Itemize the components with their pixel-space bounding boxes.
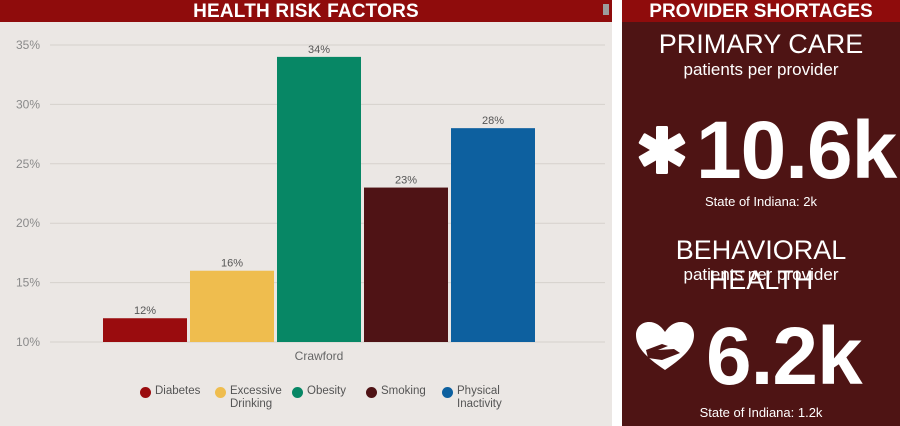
- health-risk-panel: HEALTH RISK FACTORS 10% 15% 20% 25% 30% 35% 12…: [0, 0, 612, 426]
- y-tick-label: 25%: [16, 157, 40, 171]
- legend-item[interactable]: Smoking: [366, 385, 451, 398]
- primary-care-state-note: State of Indiana: 2k: [704, 194, 818, 209]
- hand-heart-icon: [634, 320, 696, 372]
- bar-smoking[interactable]: [364, 187, 448, 342]
- behavioral-health-state-note: State of Indiana: 1.2k: [699, 405, 823, 420]
- bar-value-label: 23%: [395, 175, 417, 187]
- y-tick-label: 20%: [16, 216, 40, 230]
- legend-swatch: [140, 387, 151, 398]
- legend-label: Obesity: [307, 385, 346, 397]
- legend-item[interactable]: Excessive Drinking: [215, 385, 300, 411]
- legend-label: Physical Inactivity: [457, 385, 502, 410]
- bar-excessive-drinking[interactable]: [190, 270, 274, 342]
- bar-diabetes[interactable]: [103, 318, 187, 342]
- primary-care-value: 10.6k: [696, 105, 897, 196]
- x-category-label: Crawford: [295, 349, 344, 363]
- y-tick-label: 10%: [16, 335, 40, 349]
- legend-item[interactable]: Physical Inactivity: [442, 385, 527, 411]
- bar-obesity[interactable]: [277, 56, 361, 342]
- panel-gap: [612, 0, 622, 426]
- behavioral-health-value: 6.2k: [706, 311, 863, 402]
- y-tick-label: 35%: [16, 38, 40, 52]
- legend-swatch: [215, 387, 226, 398]
- legend-item[interactable]: Obesity: [292, 385, 377, 398]
- y-tick-label: 30%: [16, 97, 40, 111]
- behavioral-health-subtitle: patients per provider: [683, 265, 839, 284]
- y-tick-label: 15%: [16, 276, 40, 290]
- legend-swatch: [366, 387, 377, 398]
- primary-care-title: PRIMARY CARE: [658, 29, 864, 59]
- legend-swatch: [292, 387, 303, 398]
- provider-shortages-panel: PROVIDER SHORTAGES PRIMARY CARE patients…: [622, 0, 900, 426]
- star-of-life-icon: [634, 122, 690, 178]
- legend-swatch: [442, 387, 453, 398]
- legend-item[interactable]: Diabetes: [140, 385, 225, 398]
- bar-value-label: 34%: [308, 44, 330, 56]
- panel-title: HEALTH RISK FACTORS: [0, 0, 612, 22]
- legend-label: Smoking: [381, 385, 426, 397]
- behavioral-health-title: BEHAVIORAL HEALTH: [675, 235, 847, 295]
- bar-value-label: 16%: [221, 258, 243, 270]
- bar-value-label: 28%: [482, 115, 504, 127]
- scroll-handle[interactable]: [603, 4, 609, 15]
- primary-care-subtitle: patients per provider: [683, 60, 839, 79]
- risk-factor-chart: 10% 15% 20% 25% 30% 35% 12% 16% 34% 23% 28% Crawfor…: [16, 38, 605, 363]
- bar-physical-inactivity[interactable]: [451, 128, 535, 342]
- legend-label: Excessive Drinking: [230, 385, 282, 410]
- bar-value-label: 12%: [134, 305, 156, 317]
- legend-label: Diabetes: [155, 385, 201, 397]
- panel-title: PROVIDER SHORTAGES: [622, 0, 900, 22]
